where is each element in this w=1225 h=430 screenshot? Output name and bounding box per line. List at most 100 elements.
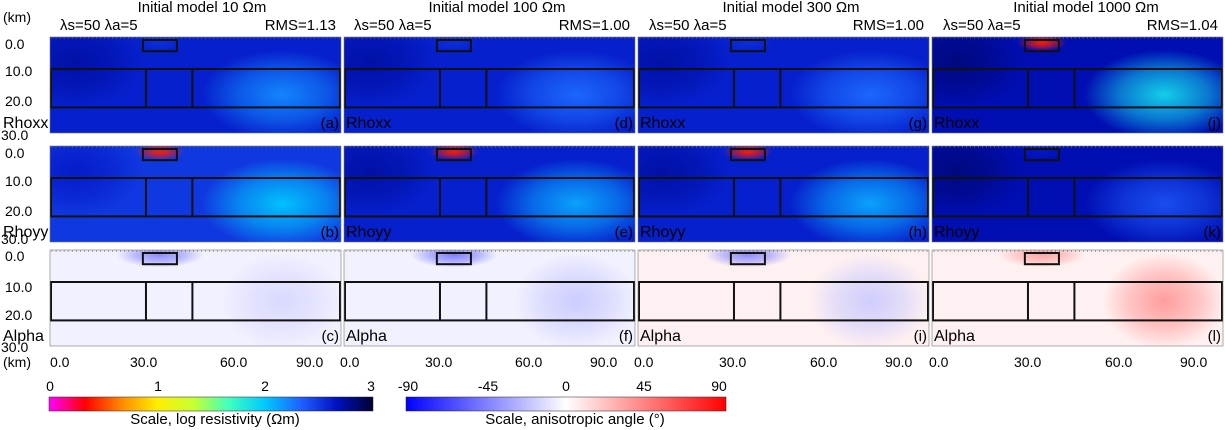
x-tick-label: 0.0 — [340, 354, 360, 370]
y-tick-label: 0.0 — [5, 36, 25, 52]
panel-alpha-2: Alpha (f) — [343, 249, 636, 347]
deep-anomaly — [201, 49, 341, 133]
row-label: Rhoyy — [346, 224, 391, 241]
x-axis: 0.0 30.0 60.0 90.0 0.0 30.0 60.0 90.0 0.… — [50, 354, 1207, 370]
column-title: Initial model 300 Ωm — [722, 0, 859, 16]
row-label: Rhoxx — [640, 115, 685, 132]
small-block-outline — [435, 39, 472, 53]
y-tick-label: 0.0 — [5, 248, 25, 264]
panel-frame — [931, 249, 1224, 347]
small-block-outline — [1023, 252, 1060, 266]
panel-letter: (f) — [619, 328, 633, 345]
row-label: Rhoxx — [346, 115, 391, 132]
deep-anomaly — [495, 158, 635, 242]
column-params: λs=50 λa=5 — [943, 17, 1021, 34]
left-conductive-zone — [638, 146, 731, 217]
large-block-outline — [932, 281, 1223, 322]
x-tick-label: 60.0 — [1105, 354, 1132, 370]
surface-stations — [345, 146, 634, 148]
panel-rhoyy-2: Rhoyy (e) — [343, 145, 636, 243]
large-block-outline — [50, 281, 341, 322]
panel-rhoxx-1: Rhoxx (a) — [3, 36, 342, 134]
column-params: λs=50 λa=5 — [649, 17, 727, 34]
left-conductive-zone — [50, 146, 143, 217]
small-block-outline — [435, 148, 472, 162]
y-tick-label: 30.0 — [1, 127, 28, 143]
surface-stations — [639, 250, 928, 252]
surface-stations — [933, 37, 1222, 39]
column-rms: RMS=1.13 — [265, 17, 336, 34]
shallow-angle-anomaly — [704, 250, 792, 268]
deep-anomaly — [789, 158, 929, 242]
deep-angle-anomaly — [808, 253, 929, 346]
row-label: Rhoyy — [934, 224, 979, 241]
column-title: Initial model 10 Ωm — [138, 0, 267, 16]
row-label: Alpha — [640, 328, 681, 345]
column-params: λs=50 λa=5 — [354, 17, 432, 34]
shallow-angle-anomaly — [116, 250, 204, 268]
y-axis-unit-label: (km) — [3, 9, 31, 25]
x-tick-label: 90.0 — [885, 354, 912, 370]
y-tick-label: 0.0 — [5, 145, 25, 161]
panel-frame — [931, 36, 1224, 134]
large-block-outline — [344, 281, 635, 322]
left-conductive-zone — [932, 146, 1025, 217]
column-title: Initial model 100 Ωm — [428, 0, 565, 16]
deep-anomaly — [789, 49, 929, 133]
row-label: Rhoxx — [934, 115, 979, 132]
deep-angle-anomaly — [514, 253, 635, 346]
shallow-angle-anomaly — [410, 250, 498, 268]
panel-frame — [49, 145, 342, 243]
large-block-outline — [344, 177, 635, 218]
resistivity-colorbar-label: Scale, log resistivity (Ωm) — [130, 411, 300, 428]
large-block-outline — [638, 281, 929, 322]
panel-rhoxx-4: Rhoxx (j) — [931, 36, 1224, 134]
deep-angle-anomaly — [220, 253, 341, 346]
y-tick-label: 30.0 — [1, 339, 28, 355]
panel-frame — [637, 36, 930, 134]
panel-frame — [343, 249, 636, 347]
column-rms: RMS=1.00 — [853, 17, 924, 34]
row-label: Alpha — [3, 328, 44, 345]
large-block-outline — [50, 68, 341, 109]
colorbar-tick-label: 45 — [636, 378, 652, 394]
x-tick-label: 90.0 — [1180, 354, 1207, 370]
left-conductive-zone — [50, 37, 143, 108]
panel-letter: (g) — [909, 115, 927, 132]
panel-rhoyy-4: Rhoyy (k) — [931, 145, 1224, 243]
x-tick-label: 60.0 — [515, 354, 542, 370]
colorbar-tick-label: 0 — [46, 378, 54, 394]
panel-frame — [637, 249, 930, 347]
resistivity-colorbar: 0 1 2 3 Scale, log resistivity (Ωm) — [46, 378, 375, 428]
panel-frame — [931, 145, 1224, 243]
surface-stations — [639, 37, 928, 39]
x-tick-label: 30.0 — [719, 354, 746, 370]
panel-letter: (i) — [914, 328, 927, 345]
deep-anomaly — [1083, 158, 1223, 242]
column-rms: RMS=1.00 — [559, 17, 630, 34]
large-block-outline — [344, 68, 635, 109]
column-headers: Initial model 10 Ωm Initial model 100 Ωm… — [60, 0, 1218, 34]
deep-angle-anomaly — [1102, 253, 1223, 346]
x-tick-label: 90.0 — [296, 354, 323, 370]
panel-rhoxx-2: Rhoxx (d) — [343, 36, 636, 134]
angle-colorbar-label: Scale, anisotropic angle (°) — [485, 411, 664, 428]
colorbar-tick-label: 0 — [562, 378, 570, 394]
angle-colorbar: -90 -45 0 45 90 Scale, anisotropic angle… — [398, 378, 727, 428]
panel-frame — [343, 36, 636, 134]
y-tick-label: 10.0 — [5, 173, 32, 189]
x-axis-unit-label: (km) — [3, 354, 31, 370]
panel-letter: (h) — [909, 224, 927, 241]
small-block-outline — [435, 252, 472, 266]
colorbar-tick-label: 90 — [711, 378, 727, 394]
y-tick-label: 20.0 — [5, 307, 32, 323]
colorbar-tick-label: -45 — [478, 378, 498, 394]
colorbar-tick-label: 3 — [367, 378, 375, 394]
x-tick-label: 0.0 — [634, 354, 654, 370]
panel-grid: Rhoxx (a) Rhoxx (d) Rhoxx (g) Rhoxx (j) Rhoyy (b)… — [3, 36, 1224, 347]
panel-frame — [637, 145, 930, 243]
row-label: Rhoyy — [3, 224, 48, 241]
row-label: Alpha — [934, 328, 975, 345]
y-tick-label: 10.0 — [5, 279, 32, 295]
x-tick-label: 30.0 — [130, 354, 157, 370]
